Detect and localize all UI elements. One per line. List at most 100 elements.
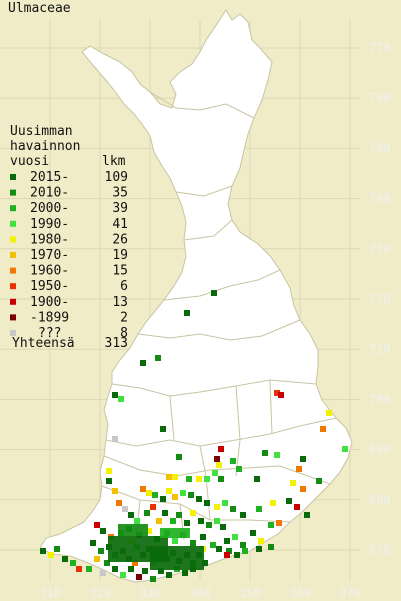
observation-square	[160, 426, 166, 432]
legend-row: 1960- 15	[10, 264, 128, 279]
observation-square	[156, 518, 162, 524]
observation-square	[274, 390, 280, 396]
observation-cluster	[118, 524, 148, 536]
legend-row-label: 2015-	[30, 170, 69, 185]
legend-row-label: 1950-	[30, 279, 69, 294]
easting-tick-label: 340	[189, 586, 211, 600]
observation-square	[316, 478, 322, 484]
northing-tick-label: 750	[369, 141, 391, 155]
observation-square	[214, 504, 220, 510]
observation-square	[190, 510, 196, 516]
observation-square	[196, 496, 202, 502]
observation-square	[90, 540, 96, 546]
legend-swatch	[10, 330, 16, 336]
observation-square	[122, 506, 128, 512]
observation-square	[190, 540, 196, 546]
observation-square	[172, 494, 178, 500]
northing-tick-label: 770	[369, 41, 391, 55]
observation-square	[224, 552, 230, 558]
observation-square	[166, 572, 172, 578]
legend-swatch	[10, 174, 16, 180]
northing-tick-label: 670	[369, 543, 391, 557]
northing-tick-label: 690	[369, 443, 391, 457]
observation-square	[290, 480, 296, 486]
observation-square	[276, 520, 282, 526]
observation-square	[176, 454, 182, 460]
legend-row-label: 2000-	[30, 201, 69, 216]
observation-square	[182, 570, 188, 576]
northing-ticks: 770 760 750 740 730 720 710 700 690 680 670	[369, 41, 391, 557]
legend-row: -1899 2	[10, 310, 128, 325]
observation-square	[172, 538, 178, 544]
observation-square	[268, 522, 274, 528]
observation-square	[120, 572, 126, 578]
legend-swatch	[10, 205, 16, 212]
observation-square	[94, 522, 100, 528]
observation-square	[270, 500, 276, 506]
observation-square	[294, 504, 300, 510]
observation-square	[112, 392, 118, 398]
easting-tick-label: 310	[39, 586, 61, 600]
observation-square	[274, 452, 280, 458]
legend-row-count: 6	[120, 279, 128, 294]
observation-square	[116, 500, 122, 506]
observation-square	[142, 568, 148, 574]
observation-square	[262, 450, 268, 456]
northing-tick-label: 760	[369, 91, 391, 105]
observation-square	[140, 486, 146, 492]
legend-row-count: 2	[120, 310, 128, 325]
observation-square	[162, 510, 168, 516]
observation-square	[184, 520, 190, 526]
legend-heading-2: havainnon	[10, 139, 80, 154]
observation-square	[106, 468, 112, 474]
legend-row: ??? 8	[10, 326, 128, 341]
legend-row-count: 13	[112, 295, 128, 310]
legend-row: 2015- 109	[10, 170, 128, 185]
observation-square	[300, 486, 306, 492]
easting-tick-label: 370	[339, 586, 361, 600]
legend-swatch	[10, 220, 16, 227]
observation-square	[62, 556, 68, 562]
observation-square	[210, 542, 216, 548]
observation-square	[112, 436, 118, 442]
legend-row-count: 15	[112, 264, 128, 279]
legend-row-label: -1899	[30, 310, 69, 325]
legend-row-label: 1900-	[30, 295, 69, 310]
observation-square	[220, 524, 226, 530]
legend-row-count: 8	[120, 326, 128, 341]
observation-square	[54, 546, 60, 552]
legend-row: 2010- 35	[10, 186, 128, 201]
legend-col-year: vuosi	[10, 154, 49, 169]
observation-square	[256, 546, 262, 552]
legend-swatch	[10, 189, 16, 196]
observation-cluster	[160, 528, 190, 538]
legend-swatch	[10, 314, 16, 321]
observation-square	[70, 560, 76, 566]
observation-square	[48, 552, 54, 558]
observation-square	[242, 548, 248, 554]
legend-swatch	[10, 267, 16, 274]
observation-square	[106, 478, 112, 484]
observation-square	[211, 290, 217, 296]
legend-row-label: 1990-	[30, 217, 69, 232]
observation-square	[236, 466, 242, 472]
observation-square	[112, 566, 118, 572]
observation-square	[158, 568, 164, 574]
observation-square	[304, 512, 310, 518]
northing-tick-label: 730	[369, 242, 391, 256]
observation-square	[170, 518, 176, 524]
observation-square	[152, 492, 158, 498]
observation-square	[202, 560, 208, 566]
observation-square	[118, 396, 124, 402]
observation-square	[230, 458, 236, 464]
observation-square	[100, 570, 106, 576]
map-title: Ulmaceae	[8, 1, 71, 16]
observation-square	[250, 530, 256, 536]
observation-square	[112, 488, 118, 494]
legend-row-count: 26	[112, 232, 128, 247]
easting-tick-label: 360	[289, 586, 311, 600]
observation-square	[94, 556, 100, 562]
easting-tick-label: 320	[89, 586, 111, 600]
legend-row: 1970- 19	[10, 248, 128, 263]
